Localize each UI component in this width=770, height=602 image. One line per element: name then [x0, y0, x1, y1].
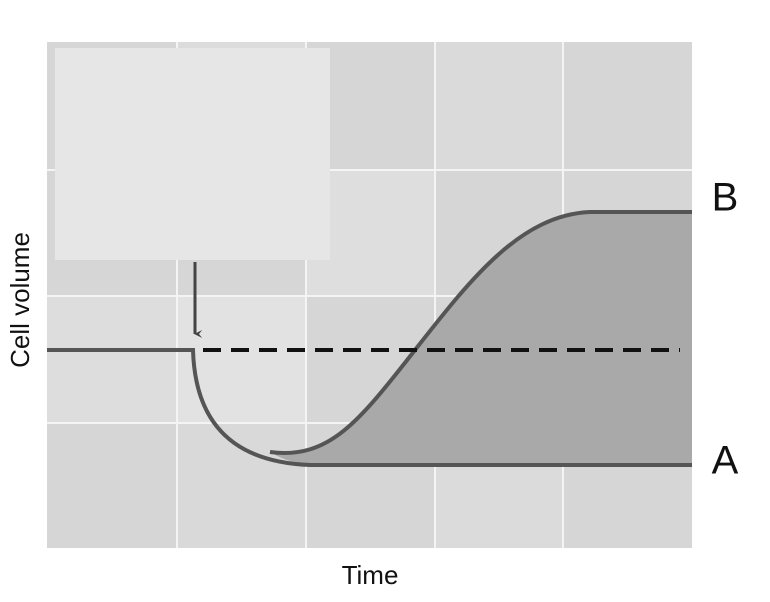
label-a: A — [712, 439, 739, 483]
blank-box — [55, 48, 330, 260]
y-axis-label: Cell volume — [5, 232, 35, 368]
label-b: B — [712, 176, 739, 220]
x-axis-label: Time — [342, 560, 399, 590]
curve-a — [47, 348, 692, 467]
